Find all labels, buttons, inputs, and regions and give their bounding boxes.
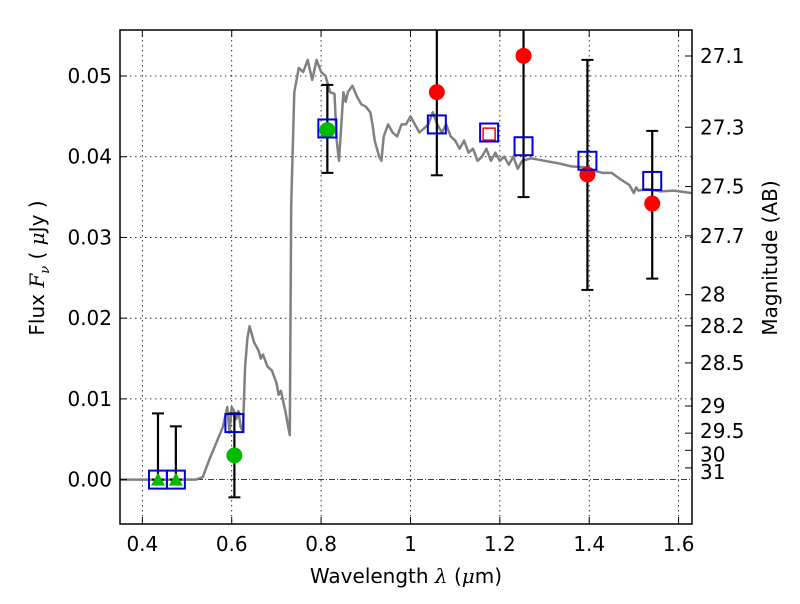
x-tick-label: 0.4	[126, 532, 158, 556]
ticks	[120, 30, 692, 524]
model-photometry-square	[317, 118, 338, 139]
magnitude-tick-label: 30	[700, 442, 725, 466]
model-photometry-square	[426, 114, 447, 135]
magnitude-tick-label: 31	[700, 460, 725, 484]
magnitude-tick-label: 27.1	[700, 44, 745, 68]
x-tick-label: 1	[404, 532, 417, 556]
magnitude-tick-label: 28.5	[700, 351, 745, 375]
x-tick-label: 1.2	[484, 532, 516, 556]
y-axis-label: Flux Fν ( μJy )	[25, 200, 53, 335]
data-point-circle	[319, 122, 336, 139]
sed-template-path	[120, 58, 693, 481]
x-axis-label: Wavelength λ (μm)	[310, 564, 502, 588]
model-photometry-square	[224, 413, 245, 434]
data-point-circle	[515, 47, 532, 64]
x-tick-label: 1.6	[663, 532, 695, 556]
data-point-circle	[428, 84, 445, 101]
data-point-square	[482, 127, 496, 141]
magnitude-tick-label: 29	[700, 394, 725, 418]
upper-limit-triangle	[150, 472, 165, 486]
magnitude-axis-label: Magnitude (AB)	[758, 180, 782, 335]
data-point-circle	[644, 195, 661, 212]
sed-template-line	[120, 58, 693, 481]
magnitude-tick-label: 29.5	[700, 419, 745, 443]
x-tick-label: 1.4	[573, 532, 605, 556]
magnitude-tick-label: 28.2	[700, 314, 745, 338]
y-tick-label: 0.01	[67, 387, 112, 411]
magnitude-tick-label: 28	[700, 283, 725, 307]
x-tick-label: 0.6	[216, 532, 248, 556]
markers	[150, 47, 661, 486]
y-tick-labels: 0.00 0.01 0.02 0.03 0.04 0.05	[67, 64, 112, 492]
y-tick-label: 0.03	[67, 225, 112, 249]
upper-limit-triangle	[168, 472, 183, 486]
grid	[120, 30, 692, 524]
x-tick-label: 0.8	[305, 532, 337, 556]
model-photometry-square	[479, 122, 500, 143]
y-tick-label: 0.02	[67, 306, 112, 330]
x-tick-labels: 0.4 0.6 0.8 1 1.2 1.4 1.6	[126, 532, 694, 556]
model-photometry-square	[577, 150, 598, 171]
model-photometry-square	[165, 469, 186, 490]
magnitude-tick-label: 27.3	[700, 115, 745, 139]
data-point-circle	[226, 447, 243, 464]
model-photometry-square	[513, 136, 534, 157]
y-tick-label: 0.04	[67, 145, 112, 169]
model-photometry-square	[642, 170, 663, 191]
magnitude-tick-label: 27.7	[700, 224, 745, 248]
y-tick-label: 0.05	[67, 64, 112, 88]
plot-frame	[119, 29, 693, 525]
model-squares	[147, 114, 663, 490]
y-tick-label: 0.00	[67, 468, 112, 492]
magnitude-tick-label: 27.5	[700, 175, 745, 199]
